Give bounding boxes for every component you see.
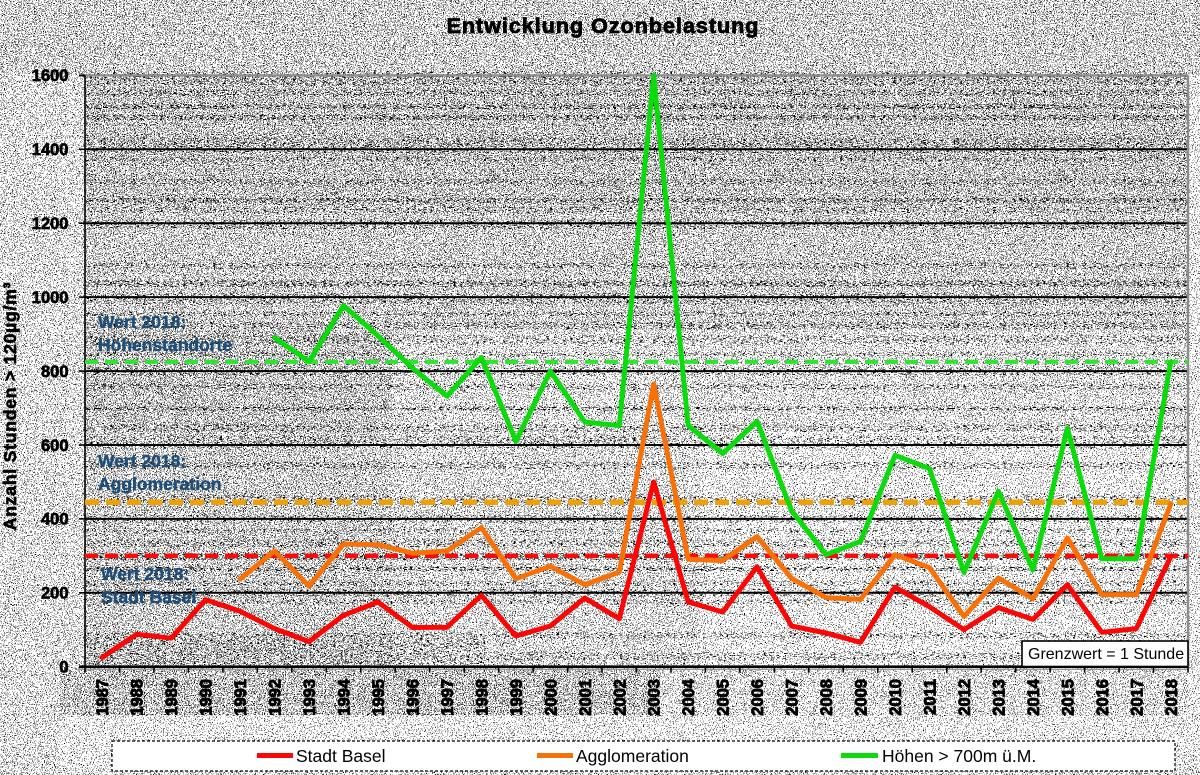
svg-text:1400: 1400 <box>32 141 69 159</box>
svg-text:Höhen > 700m ü.M.: Höhen > 700m ü.M. <box>882 746 1036 766</box>
svg-text:0: 0 <box>59 659 68 677</box>
svg-text:Höhenstandorte: Höhenstandorte <box>98 335 232 355</box>
svg-text:800: 800 <box>41 363 69 381</box>
svg-text:1000: 1000 <box>32 289 69 307</box>
svg-text:Entwicklung Ozonbelastung: Entwicklung Ozonbelastung <box>447 14 760 38</box>
svg-text:1992: 1992 <box>267 679 285 716</box>
svg-text:Wert 2018:: Wert 2018: <box>101 564 189 584</box>
svg-text:600: 600 <box>41 437 69 455</box>
svg-text:2002: 2002 <box>611 679 629 716</box>
svg-text:2011: 2011 <box>922 679 940 715</box>
svg-text:400: 400 <box>41 511 69 529</box>
svg-text:1989: 1989 <box>163 679 181 716</box>
svg-text:Agglomeration: Agglomeration <box>576 746 689 766</box>
svg-text:2003: 2003 <box>646 679 664 716</box>
svg-text:1994: 1994 <box>336 678 354 716</box>
svg-text:2012: 2012 <box>956 679 974 716</box>
svg-text:2014: 2014 <box>1025 678 1043 716</box>
svg-text:2009: 2009 <box>853 679 871 716</box>
svg-text:1999: 1999 <box>508 679 526 716</box>
svg-text:1200: 1200 <box>32 215 69 233</box>
svg-text:1600: 1600 <box>32 67 69 85</box>
svg-text:1996: 1996 <box>405 679 423 716</box>
svg-text:1997: 1997 <box>439 679 457 716</box>
svg-text:2007: 2007 <box>784 679 802 716</box>
svg-text:Anzahl Stunden > 120µg/m³: Anzahl Stunden > 120µg/m³ <box>0 282 20 530</box>
svg-text:Stadt Basel: Stadt Basel <box>101 587 196 607</box>
svg-text:1990: 1990 <box>198 679 216 716</box>
svg-text:Wert 2018:: Wert 2018: <box>98 451 186 471</box>
svg-text:2013: 2013 <box>990 679 1008 716</box>
svg-text:Wert 2018:: Wert 2018: <box>98 312 186 332</box>
svg-text:1988: 1988 <box>129 679 147 716</box>
svg-text:2017: 2017 <box>1128 679 1146 716</box>
svg-text:Agglomeration: Agglomeration <box>98 474 221 494</box>
svg-text:Stadt Basel: Stadt Basel <box>296 746 386 766</box>
svg-text:Grenzwert = 1 Stunde: Grenzwert = 1 Stunde <box>1028 646 1184 663</box>
svg-text:2015: 2015 <box>1059 679 1077 716</box>
svg-text:2016: 2016 <box>1094 679 1112 716</box>
svg-text:1987: 1987 <box>94 679 112 716</box>
svg-text:200: 200 <box>41 585 69 603</box>
svg-text:2000: 2000 <box>542 679 560 716</box>
svg-text:2001: 2001 <box>577 679 595 716</box>
svg-text:2006: 2006 <box>749 679 767 716</box>
svg-text:2005: 2005 <box>715 679 733 716</box>
svg-text:1993: 1993 <box>301 679 319 716</box>
svg-text:1991: 1991 <box>232 679 250 716</box>
svg-text:2004: 2004 <box>680 678 698 716</box>
svg-text:2008: 2008 <box>818 679 836 716</box>
svg-text:2018: 2018 <box>1163 679 1181 716</box>
svg-text:1998: 1998 <box>473 679 491 716</box>
svg-text:1995: 1995 <box>370 679 388 716</box>
svg-text:2010: 2010 <box>887 679 905 716</box>
